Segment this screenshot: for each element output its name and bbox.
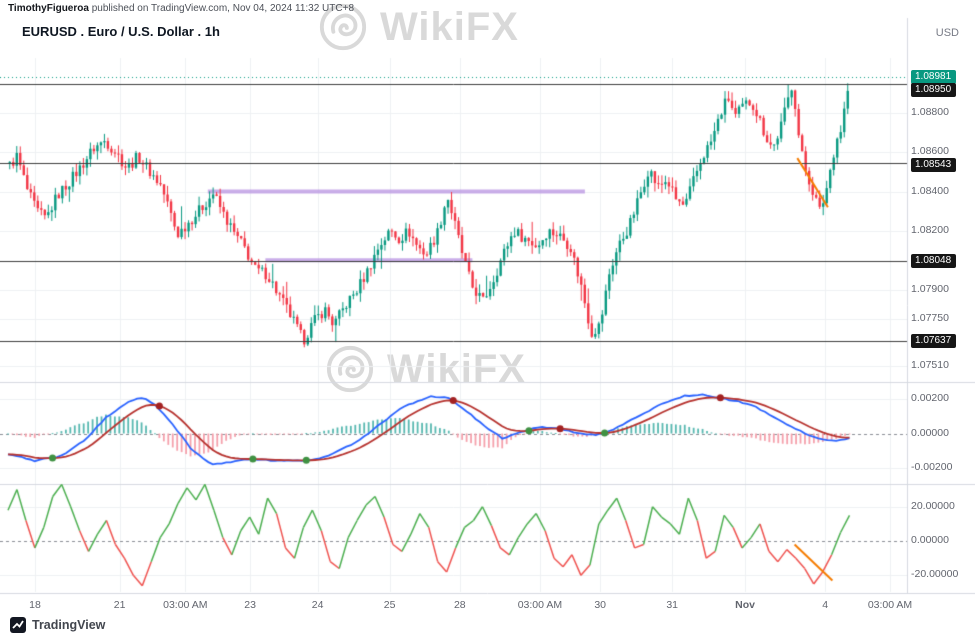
tradingview-logo-text: TradingView	[32, 618, 106, 632]
attribution: TimothyFigueroa published on TradingView…	[8, 3, 354, 14]
attribution-text: published on TradingView.com, Nov 04, 20…	[88, 3, 355, 14]
attribution-author: TimothyFigueroa	[8, 3, 89, 14]
symbol-title: EURUSD . Euro / U.S. Dollar . 1h	[22, 24, 220, 39]
currency-label: USD	[935, 27, 959, 39]
tradingview-logo-icon	[10, 617, 26, 633]
tradingview-footer-link[interactable]: TradingView	[10, 617, 105, 633]
